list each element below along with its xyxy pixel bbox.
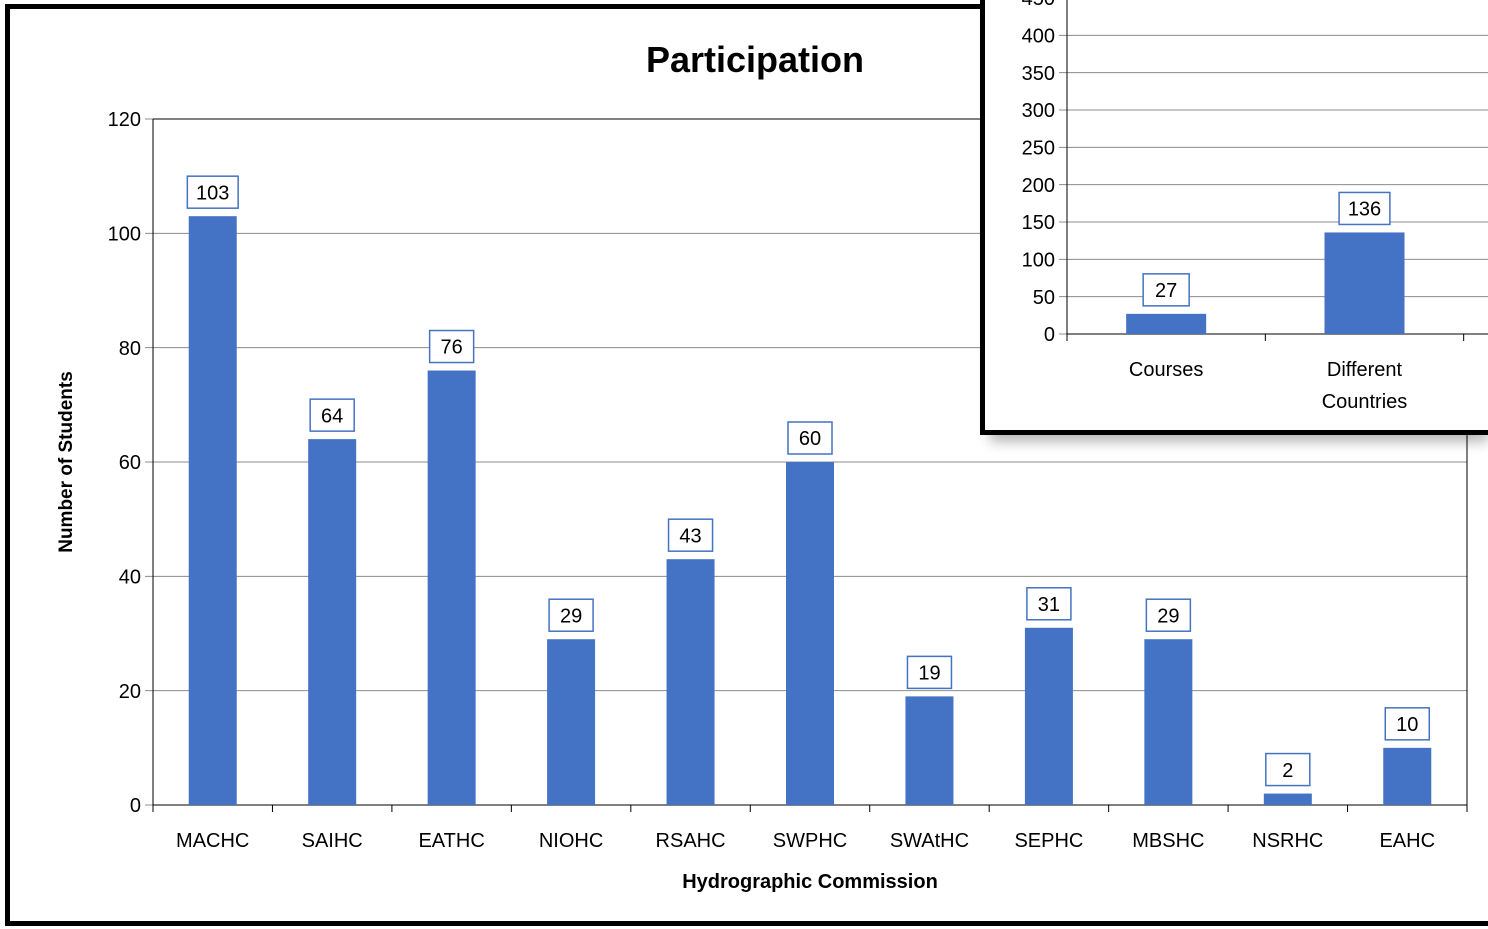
y-tick-label: 200 — [1022, 175, 1055, 197]
data-label-box — [667, 518, 714, 552]
data-label: 43 — [679, 525, 701, 547]
category-label: MACHC — [176, 830, 249, 852]
data-label-box — [428, 329, 475, 364]
bar — [1126, 313, 1207, 334]
category-label: Courses — [1129, 359, 1203, 381]
y-tick-label: 300 — [1022, 100, 1055, 122]
y-tick-label: 250 — [1022, 138, 1055, 160]
category-label: NIOHC — [539, 830, 603, 852]
data-label: 103 — [196, 182, 229, 204]
x-axis-label: Hydrographic Commission — [682, 871, 938, 893]
category-label: NSRHC — [1252, 830, 1323, 852]
data-label-box — [1265, 752, 1311, 787]
bar — [786, 462, 834, 805]
data-label: 60 — [799, 428, 821, 450]
data-label: 2 — [1282, 760, 1293, 782]
y-tick-label: 450 — [1022, 0, 1055, 10]
y-tick-label: 350 — [1022, 63, 1055, 85]
data-label-box — [1145, 598, 1192, 632]
category-label: MBSHC — [1132, 830, 1204, 852]
bar — [1383, 747, 1432, 805]
bar — [1324, 232, 1405, 334]
category-label: RSAHC — [656, 830, 726, 852]
data-label: 31 — [1038, 594, 1060, 616]
data-label-box — [1338, 191, 1391, 226]
data-label: 64 — [321, 405, 343, 427]
data-label-box — [186, 175, 239, 209]
data-label: 76 — [441, 337, 463, 359]
data-label-box — [1384, 707, 1431, 741]
category-label: SWAtHC — [890, 830, 969, 852]
data-label: 29 — [1157, 605, 1179, 627]
data-label-box — [1142, 273, 1190, 307]
category-label: EATHC — [418, 830, 484, 852]
y-tick-label: 80 — [119, 338, 141, 360]
chart-title: Participation — [646, 39, 864, 80]
category-label: SAIHC — [302, 830, 363, 852]
y-tick-label: 20 — [119, 681, 141, 703]
y-tick-label: 100 — [108, 224, 141, 246]
bar — [666, 559, 715, 805]
data-label: 10 — [1396, 714, 1418, 736]
y-tick-label: 50 — [1033, 287, 1055, 309]
y-tick-label: 0 — [1044, 324, 1055, 346]
y-tick-label: 40 — [119, 567, 141, 589]
bar — [1144, 639, 1193, 805]
category-label: SWPHC — [773, 830, 847, 852]
data-label: 19 — [918, 663, 940, 685]
data-label: 27 — [1155, 280, 1177, 302]
inset-chart: 0 50 100 150 200 250 300 350 400 450 27 Courses 136 D… — [1022, 0, 1488, 413]
y-tick-label: 100 — [1022, 250, 1055, 272]
category-label: Countries — [1322, 391, 1408, 413]
data-label: 136 — [1348, 199, 1381, 221]
bar — [1263, 793, 1312, 805]
data-label-box — [309, 398, 355, 432]
y-tick-label: 120 — [108, 109, 141, 131]
bar — [188, 216, 237, 805]
category-label: SEPHC — [1014, 830, 1083, 852]
bar — [427, 370, 476, 805]
data-label-box — [548, 598, 594, 632]
category-label: EAHC — [1379, 830, 1435, 852]
data-label-box — [787, 421, 833, 455]
data-label: 29 — [560, 605, 582, 627]
bar — [1024, 627, 1073, 805]
category-label: Different — [1327, 359, 1403, 381]
y-tick-label: 60 — [119, 452, 141, 474]
data-label-box — [1026, 587, 1072, 621]
y-tick-label: 400 — [1022, 26, 1055, 48]
data-label-box — [906, 655, 953, 690]
y-tick-label: 150 — [1022, 212, 1055, 234]
y-axis-label: Number of Students — [56, 371, 77, 553]
y-tick-label: 0 — [130, 795, 141, 817]
bar — [905, 696, 954, 805]
bar — [547, 639, 596, 805]
bar — [308, 439, 357, 805]
